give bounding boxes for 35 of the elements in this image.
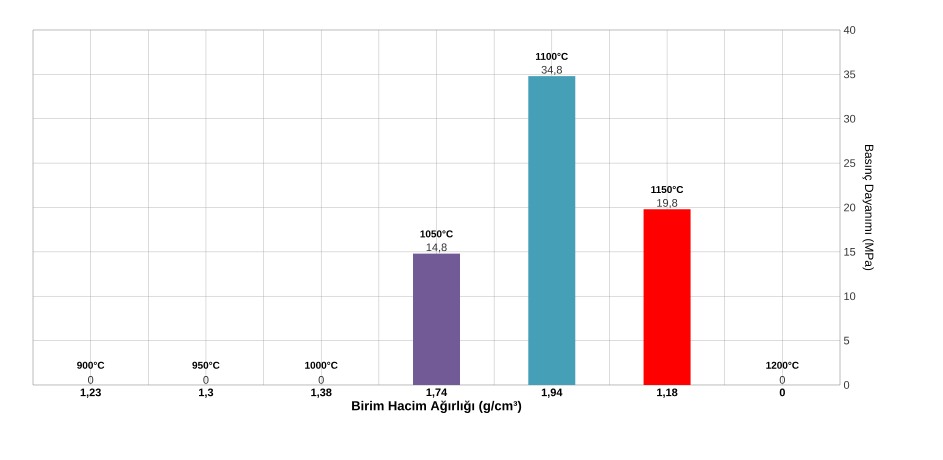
annotation: 1050°C xyxy=(420,230,453,238)
bar xyxy=(413,254,460,385)
y-tick-label: 20 xyxy=(844,204,856,212)
bar xyxy=(644,209,691,385)
y-tick-label: 15 xyxy=(844,248,856,256)
x-tick-label: 1,74 xyxy=(426,388,448,398)
y-tick-label: 5 xyxy=(844,336,850,344)
annotation: 1100°C xyxy=(536,52,568,60)
x-tick-label: 1,38 xyxy=(311,388,332,398)
annotation: 900°C xyxy=(77,362,104,369)
x-tick-label: 1,94 xyxy=(542,388,562,398)
annotation: 1200°C xyxy=(766,362,799,369)
data-label: 0 xyxy=(203,376,209,384)
x-tick-label: 1,18 xyxy=(657,388,678,398)
y-tick-label: 25 xyxy=(844,159,856,167)
x-tick-label: 1,23 xyxy=(80,388,101,398)
x-tick-label: 1,3 xyxy=(199,388,214,398)
data-label: 14,8 xyxy=(426,243,447,252)
x-axis-title: Birim Hacim Ağırlığı (g/cm³) xyxy=(352,400,522,413)
data-label: 34,8 xyxy=(542,66,562,75)
data-label: 0 xyxy=(88,376,94,384)
y-tick-label: 10 xyxy=(844,292,856,300)
data-label: 0 xyxy=(318,376,324,384)
y-tick-label: 30 xyxy=(844,114,856,123)
annotation: 950°C xyxy=(192,362,220,369)
annotation: 1150°C xyxy=(651,186,684,194)
y-tick-label: 0 xyxy=(844,381,850,389)
y-tick-label: 35 xyxy=(844,70,856,78)
data-label: 0 xyxy=(780,376,785,384)
annotation: 1000°C xyxy=(305,362,338,369)
y-axis-title: Basınç Dayanımı (MPa) xyxy=(862,145,874,270)
bar xyxy=(528,76,576,385)
x-tick-label: 0 xyxy=(780,388,785,396)
y-tick-label: 40 xyxy=(844,26,856,34)
data-label: 19,8 xyxy=(657,199,678,208)
